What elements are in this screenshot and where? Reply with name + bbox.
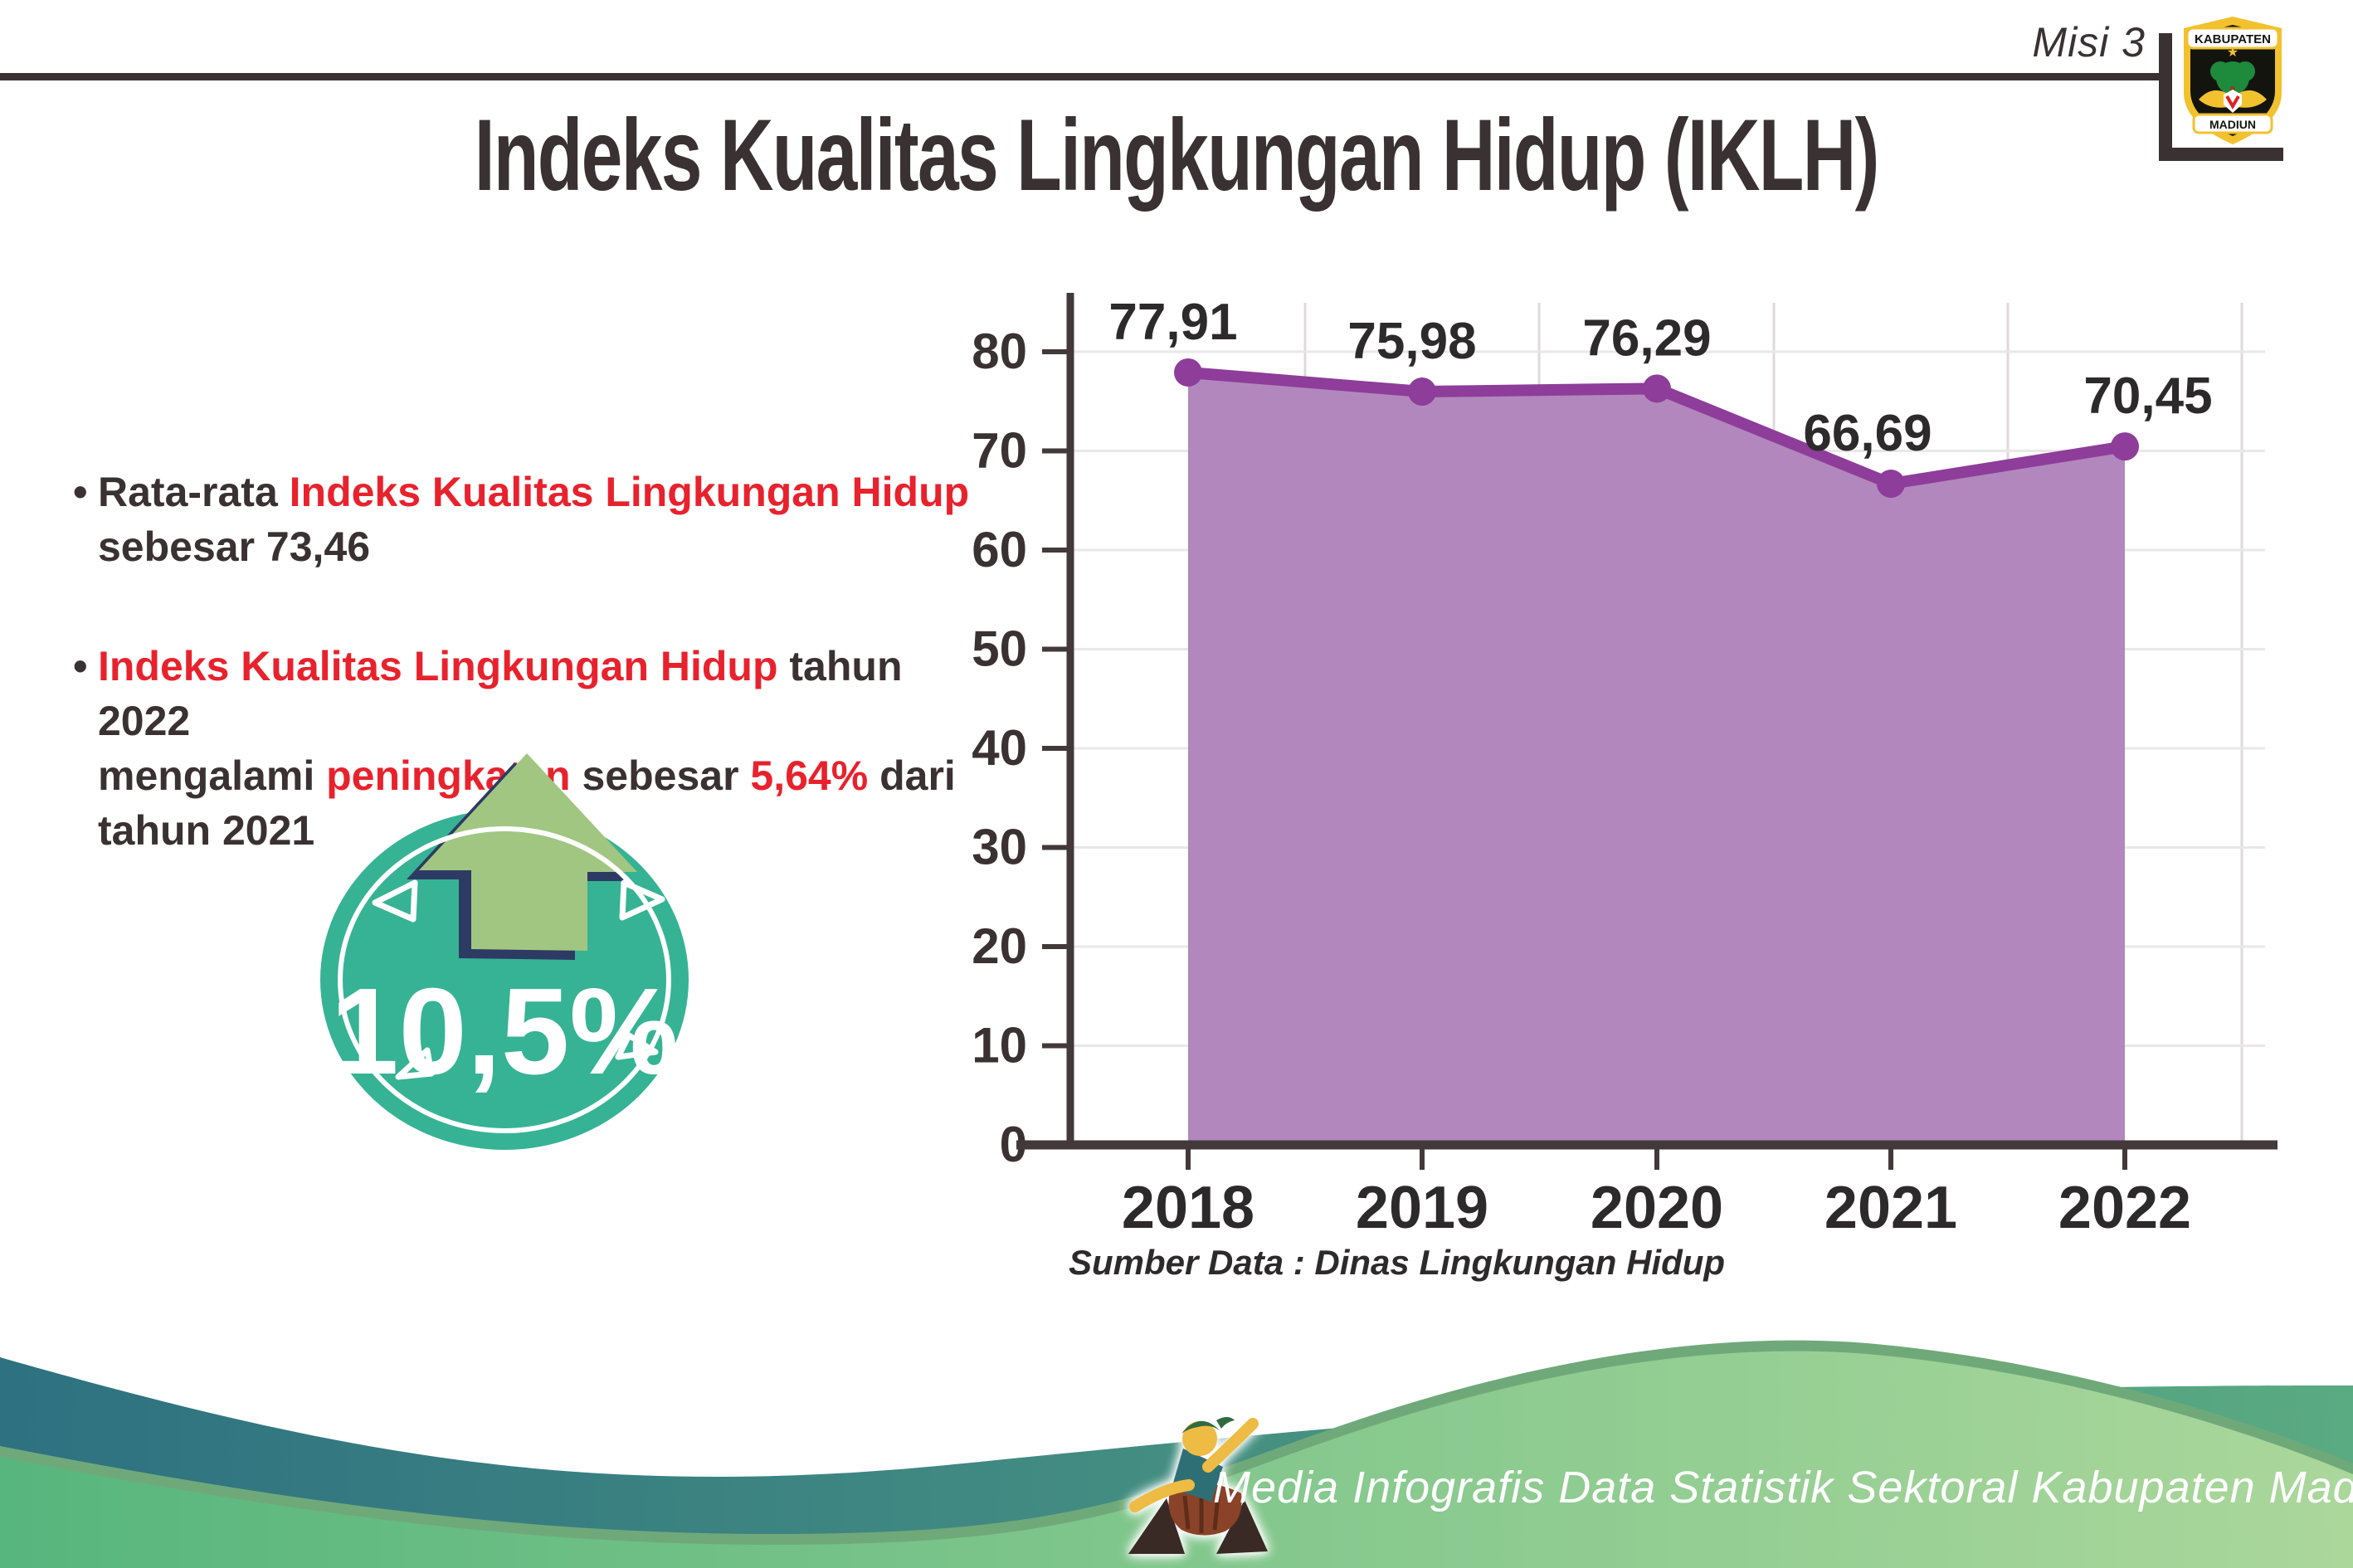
bullet-segment: Rata-rata bbox=[98, 469, 290, 515]
page-title: Indeks Kualitas Lingkungan Hidup (IKLH) bbox=[475, 99, 1880, 213]
bullet-item-1: • Rata-rata Indeks Kualitas Lingkungan Hi… bbox=[73, 465, 986, 574]
bullet-segment: dari tahun 2021 bbox=[98, 752, 956, 854]
footer-waves bbox=[0, 1340, 2353, 1568]
y-tick-label: 80 bbox=[972, 324, 1027, 379]
kabupaten-madiun-emblem-icon: ★ KABUPATEN MADIUN bbox=[2184, 17, 2282, 144]
mascot-skirt-pattern bbox=[1182, 1495, 1220, 1533]
emblem-tree-leaf bbox=[2235, 61, 2255, 81]
data-source-caption: Sumber Data : Dinas Lingkungan Hidup bbox=[1069, 1243, 1726, 1282]
badge-spark-icon bbox=[372, 879, 418, 923]
bullet-dot: • bbox=[73, 469, 88, 515]
y-tick-label: 70 bbox=[972, 423, 1027, 479]
badge-spark-icon bbox=[615, 1032, 659, 1060]
y-tick-label: 40 bbox=[972, 720, 1027, 776]
emblem-tree-leaf bbox=[2210, 61, 2230, 81]
footer-wave-green bbox=[0, 1351, 2353, 1568]
data-label: 70,45 bbox=[2083, 368, 2212, 425]
data-point bbox=[1174, 358, 1202, 387]
mascot-cap bbox=[1181, 1420, 1220, 1434]
x-tick-label: 2019 bbox=[1356, 1175, 1488, 1241]
emblem-top-banner-text: KABUPATEN bbox=[2195, 32, 2271, 46]
logo-frame-horizontal bbox=[2159, 148, 2283, 161]
data-label: 77,91 bbox=[1108, 294, 1237, 351]
emblem-bottom-banner bbox=[2192, 113, 2273, 134]
bullet-segment: sebesar 73,46 bbox=[98, 523, 371, 570]
data-point bbox=[2111, 432, 2139, 461]
data-point bbox=[1643, 374, 1671, 403]
bullet-text: Rata-rata Indeks Kualitas Lingkungan Hid… bbox=[98, 465, 969, 574]
increase-badge: 10,5% bbox=[320, 753, 689, 1150]
badge-spark-icon bbox=[619, 879, 665, 921]
data-label: 66,69 bbox=[1803, 405, 1932, 462]
badge-spark-icon bbox=[395, 1047, 435, 1080]
x-tick-label: 2021 bbox=[1824, 1175, 1957, 1241]
data-point bbox=[1877, 470, 1905, 499]
y-tick-label: 60 bbox=[972, 522, 1027, 577]
mascot-arm-right bbox=[1202, 1418, 1259, 1473]
mascot-arm-left bbox=[1129, 1479, 1195, 1512]
x-tick-label: 2020 bbox=[1591, 1175, 1723, 1241]
arrow-up-icon bbox=[419, 753, 637, 951]
y-tick-label: 50 bbox=[972, 621, 1027, 677]
bullet-segment: sebesar bbox=[570, 752, 751, 799]
mascot-leg-right bbox=[1216, 1500, 1268, 1554]
y-tick-label: 10 bbox=[972, 1018, 1027, 1074]
badge-ring bbox=[338, 826, 671, 1133]
badge-value: 10,5% bbox=[330, 963, 679, 1100]
mascot-cap-leaf bbox=[1216, 1417, 1235, 1429]
data-label: 75,98 bbox=[1347, 313, 1476, 370]
mission-label: Misi 3 bbox=[2032, 19, 2146, 66]
x-tick-label: 2022 bbox=[2058, 1175, 2191, 1241]
mascot-head bbox=[1182, 1421, 1217, 1456]
data-label: 76,29 bbox=[1582, 309, 1711, 367]
bullet-segment: 5,64% bbox=[750, 752, 869, 799]
data-point bbox=[1408, 377, 1436, 407]
dancer-mascot-icon bbox=[1128, 1417, 1268, 1554]
bullet-segment: Indeks Kualitas Lingkungan Hidup bbox=[289, 469, 970, 515]
header-rule bbox=[0, 73, 2167, 80]
y-tick-label: 30 bbox=[972, 820, 1027, 875]
title-wrap: Indeks Kualitas Lingkungan Hidup (IKLH) bbox=[0, 98, 2353, 212]
bullet-segment: tahun 2022 mengalami bbox=[98, 643, 903, 799]
emblem-bottom-banner-text: MADIUN bbox=[2209, 118, 2256, 131]
bullet-dot: • bbox=[73, 643, 88, 689]
x-tick-label: 2018 bbox=[1122, 1175, 1254, 1241]
emblem-inner-shield bbox=[2224, 90, 2242, 113]
emblem-top-banner bbox=[2185, 27, 2280, 50]
logo-frame-vertical bbox=[2159, 33, 2172, 160]
y-tick-label: 20 bbox=[972, 918, 1027, 974]
footer-credit: Media Infografis Data Statistik Sektoral… bbox=[1213, 1463, 2353, 1512]
chart-area bbox=[1188, 372, 2125, 1142]
emblem-chevron bbox=[2225, 95, 2240, 110]
bullet-segment: Indeks Kualitas Lingkungan Hidup bbox=[98, 643, 778, 689]
